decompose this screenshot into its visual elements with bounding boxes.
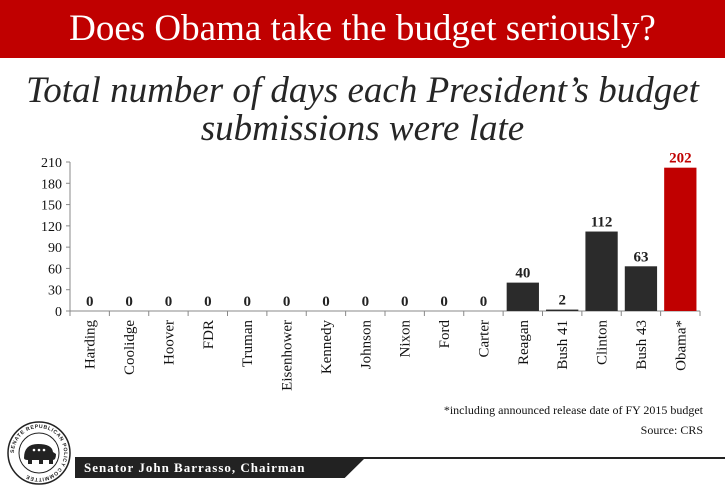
data-label: 0	[440, 294, 448, 310]
category-label: Bush 41	[555, 320, 571, 370]
data-label: 0	[362, 294, 370, 310]
category-label: Reagan	[516, 320, 532, 365]
category-label: Truman	[240, 320, 256, 367]
footer-bar	[75, 458, 365, 478]
bar	[624, 266, 658, 311]
bar-chart: 0 30 60 90 120 150 180 210 0 Harding 0 Coolidge 0 Hoo…	[41, 151, 701, 391]
category-label: Johnson	[358, 320, 374, 370]
bar	[506, 282, 539, 311]
data-label: 0	[283, 294, 291, 310]
category-label: Coolidge	[122, 320, 138, 375]
category-label: Hoover	[161, 320, 177, 365]
senate-rpc-logo: SENATE REPUBLICAN POLICY COMMITTEE	[7, 421, 71, 485]
data-label: 0	[165, 294, 173, 310]
data-label: 112	[591, 215, 613, 231]
category-label: Nixon	[398, 320, 414, 358]
chart-title: Total number of days each President’s bu…	[26, 70, 699, 149]
bar	[664, 167, 697, 311]
source-note: Source: CRS	[640, 423, 703, 437]
y-tick-label: 90	[48, 241, 62, 256]
data-label: 0	[125, 294, 133, 310]
data-label: 2	[558, 293, 566, 309]
category-label: Kennedy	[319, 320, 335, 375]
data-label: 0	[322, 294, 330, 310]
data-label: 0	[86, 294, 94, 310]
footnote: *including announced release date of FY …	[443, 403, 703, 417]
y-tick-label: 0	[55, 305, 62, 320]
data-label: 202	[669, 151, 692, 167]
chairman-label: Senator John Barrasso, Chairman	[84, 460, 306, 475]
y-tick-label: 150	[41, 199, 62, 214]
category-label: Clinton	[595, 320, 611, 366]
elephant-icon	[24, 444, 56, 464]
y-tick-label: 120	[41, 220, 62, 235]
data-label: 40	[515, 266, 530, 282]
data-label: 0	[243, 294, 251, 310]
category-label: Carter	[476, 320, 492, 357]
data-label: 0	[204, 294, 212, 310]
category-label: Bush 43	[634, 320, 650, 370]
category-label: Eisenhower	[280, 320, 296, 391]
category-label: Harding	[83, 320, 99, 370]
y-tick-label: 30	[48, 284, 62, 299]
banner-title: Does Obama take the budget seriously?	[0, 0, 725, 58]
bar	[585, 231, 618, 311]
category-label: FDR	[201, 320, 217, 349]
category-label: Ford	[437, 320, 453, 349]
category-label: Obama*	[673, 320, 689, 371]
y-tick-label: 210	[41, 156, 62, 171]
y-tick-label: 180	[41, 177, 62, 192]
data-label: 63	[633, 249, 648, 265]
data-label: 0	[480, 294, 488, 310]
footer-rule	[75, 457, 725, 459]
y-tick-label: 60	[48, 262, 62, 277]
data-label: 0	[401, 294, 409, 310]
bar	[546, 309, 579, 311]
